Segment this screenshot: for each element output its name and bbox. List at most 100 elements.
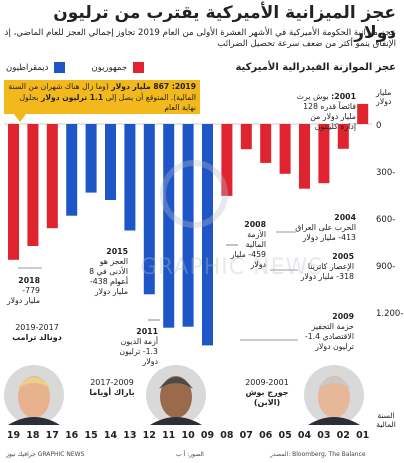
annotation-2001: 2001: بوش يرث فائضاً قدره 128 مليار دولا… <box>296 92 356 132</box>
bar-13 <box>124 124 136 231</box>
bar-07 <box>240 124 252 150</box>
president-obama-years: 2017-2009 <box>90 378 134 387</box>
annotation-2018: 2018 779- مليار دولار <box>6 276 40 306</box>
x-tick-06: 06 <box>259 430 273 441</box>
x-tick-12: 12 <box>142 430 156 441</box>
annotation-2018-text: 779- مليار دولار <box>6 286 40 305</box>
annotation-2009-text: حزمة التحفيز الاقتصادي 1.4- ترليون دولار <box>304 322 354 351</box>
x-tick-07: 07 <box>239 430 253 441</box>
portrait-bush <box>304 365 364 425</box>
president-caption-trump: 2019-2017 دونالد ترامب <box>2 323 72 343</box>
bar-17 <box>46 124 58 229</box>
y-tick-0: 0 <box>376 121 382 131</box>
bar-09 <box>202 124 213 346</box>
x-tick-16: 16 <box>65 430 79 441</box>
bar-15 <box>85 124 97 193</box>
y-tick-1200: 1.200- <box>376 309 404 319</box>
bar-05 <box>279 124 291 174</box>
callout-tail <box>14 114 26 122</box>
x-tick-17: 17 <box>45 430 59 441</box>
watermark-logo <box>160 160 228 228</box>
president-trump-years: 2019-2017 <box>15 323 59 332</box>
president-obama-name: باراك أوباما <box>89 388 135 397</box>
annotation-2008: 2008 الأزمة المالية 459- مليار دولار <box>226 220 266 270</box>
page-title: عجز الميزانية الأميركية يقترب من ترليون … <box>53 3 396 43</box>
legend-democrats-label: ديمقراطيون <box>6 62 49 73</box>
annotation-2004-year: 2004 <box>334 213 356 222</box>
x-tick-01: 01 <box>356 430 370 441</box>
annotation-2015-year: 2015 <box>106 247 128 256</box>
y-tick-300: 300- <box>376 168 396 178</box>
callout-2019-bold: 2019: 867 مليار دولار <box>111 82 196 91</box>
bar-12 <box>143 124 155 295</box>
portrait-obama <box>146 365 206 425</box>
annotation-2015-text: العجز هو الأدنى في 8 أعوام 438- مليار دو… <box>89 257 128 296</box>
annotation-2009-year: 2009 <box>332 312 354 321</box>
annotation-2005-year: 2005 <box>332 252 354 261</box>
annotation-2005: 2005 الإعصار كاترينا 318- مليار دولار <box>294 252 354 282</box>
callout-2019: 2019: 867 مليار دولار (وما زال هناك شهرا… <box>4 80 200 114</box>
footer-photos: الصور: أ ب <box>176 451 204 458</box>
callout-2019-rest: (وما زال هناك شهران من السنة المالية). ا… <box>8 82 196 102</box>
bar-18 <box>27 124 39 246</box>
callout-2019-end: بحلول نهاية العام <box>19 92 196 113</box>
x-tick-03: 03 <box>317 430 331 441</box>
president-caption-bush: 2009-2001 جورج بوش (الابن) <box>232 378 302 408</box>
y-tick-600: 600- <box>376 215 396 225</box>
x-axis-title: السنة المالية <box>376 411 396 429</box>
president-caption-obama: 2017-2009 باراك أوباما <box>78 378 146 398</box>
page-subtitle: عجز ميزانية الحكومة الأميركية في الأشهر … <box>4 28 396 49</box>
x-tick-09: 09 <box>200 430 215 441</box>
x-tick-10: 10 <box>181 430 195 441</box>
annotation-2015: 2015 العجز هو الأدنى في 8 أعوام 438- ملي… <box>84 247 128 297</box>
x-tick-08: 08 <box>220 430 234 441</box>
x-tick-05: 05 <box>278 430 292 441</box>
y-axis-unit: مليار دولار <box>376 88 392 106</box>
x-tick-15: 15 <box>84 430 98 441</box>
annotation-2001-year: 2001: <box>331 92 356 101</box>
annotation-2009: 2009 حزمة التحفيز الاقتصادي 1.4- ترليون … <box>298 312 354 352</box>
bar-14 <box>105 124 116 200</box>
annotation-2008-year: 2008 <box>244 220 266 229</box>
bar-16 <box>66 124 78 216</box>
bar-08 <box>221 124 233 196</box>
x-tick-19: 19 <box>6 430 21 441</box>
annotation-2008-text: الأزمة المالية 459- مليار دولار <box>230 230 266 269</box>
president-bush-years: 2009-2001 <box>245 378 289 387</box>
x-tick-13: 13 <box>123 430 137 441</box>
bar-19 <box>8 124 19 260</box>
bar-11 <box>163 124 175 328</box>
annotation-2005-text: الإعصار كاترينا 318- مليار دولار <box>300 262 354 281</box>
x-tick-02: 02 <box>336 430 350 441</box>
section-title: عجز الموازنة الفيدرالية الأميركية <box>235 62 396 73</box>
x-tick-14: 14 <box>103 430 118 441</box>
portrait-trump <box>4 365 64 425</box>
x-tick-11: 11 <box>162 430 176 441</box>
y-tick-900: 900- <box>376 262 396 272</box>
president-bush-name: جورج بوش (الابن) <box>245 388 289 407</box>
bar-06 <box>260 124 272 163</box>
legend-democrats-swatch <box>54 62 66 73</box>
x-tick-18: 18 <box>26 430 40 441</box>
bar-01 <box>357 103 369 124</box>
president-trump-name: دونالد ترامب <box>12 333 62 342</box>
annotation-2004-text: الحرب على العراق 413- مليار دولار <box>295 223 356 242</box>
watermark-text: GRAPHIC NEWS <box>140 255 324 280</box>
annotation-2001-text: بوش يرث فائضاً قدره 128 مليار دولار من إ… <box>296 92 356 131</box>
bar-03 <box>318 124 330 184</box>
footer-source: المصدر: Bloomberg, The Balance <box>270 451 366 458</box>
x-tick-04: 04 <box>297 430 312 441</box>
legend-republicans-swatch <box>132 62 144 73</box>
annotation-2018-year: 2018 <box>18 276 40 285</box>
footer-credit: جرافيك نيوز GRAPHIC NEWS <box>6 451 85 458</box>
annotation-2004: 2004 الحرب على العراق 413- مليار دولار <box>294 213 356 243</box>
legend: ديمقراطيون جمهوريون <box>6 62 147 73</box>
legend-republicans-label: جمهوريون <box>91 62 128 73</box>
bar-02 <box>337 124 349 149</box>
annotation-2011-year: 2011 <box>136 327 158 336</box>
callout-2019-projection: 1.1 ترليون دولار <box>40 92 104 102</box>
annotation-2011-text: أزمة الديون 1.3- ترليون دولار <box>119 337 158 366</box>
bar-04 <box>299 124 310 189</box>
